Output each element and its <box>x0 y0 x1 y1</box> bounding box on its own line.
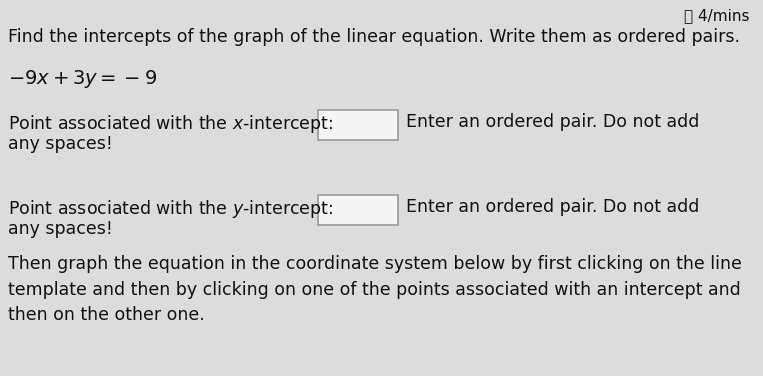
FancyBboxPatch shape <box>318 195 398 225</box>
Text: Find the intercepts of the graph of the linear equation. Write them as ordered p: Find the intercepts of the graph of the … <box>8 28 740 46</box>
Text: Point associated with the $y$-intercept:: Point associated with the $y$-intercept: <box>8 198 333 220</box>
Text: Enter an ordered pair. Do not add: Enter an ordered pair. Do not add <box>406 198 700 216</box>
Text: Point associated with the $x$-intercept:: Point associated with the $x$-intercept: <box>8 113 333 135</box>
Text: Then graph the equation in the coordinate system below by first clicking on the : Then graph the equation in the coordinat… <box>8 255 742 324</box>
Text: Enter an ordered pair. Do not add: Enter an ordered pair. Do not add <box>406 113 700 131</box>
Text: any spaces!: any spaces! <box>8 220 113 238</box>
Text: any spaces!: any spaces! <box>8 135 113 153</box>
Text: ⧖ 4/mins: ⧖ 4/mins <box>684 8 750 23</box>
FancyBboxPatch shape <box>318 110 398 140</box>
Text: $-9x + 3y = -9$: $-9x + 3y = -9$ <box>8 68 157 90</box>
